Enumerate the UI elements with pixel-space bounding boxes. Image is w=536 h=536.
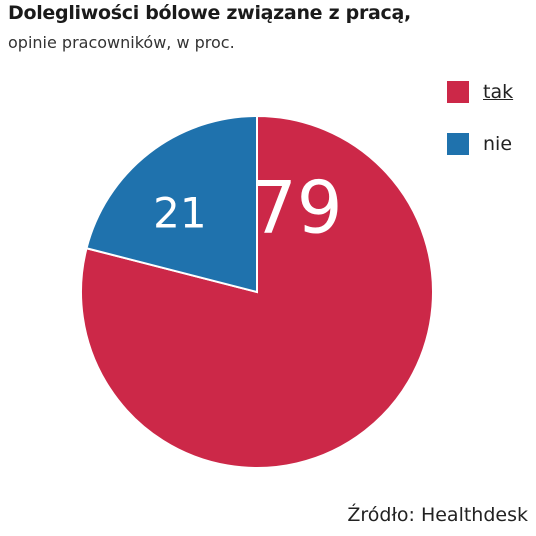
pie-label-nie: 21 [153, 188, 206, 237]
pie-slice-tak [80, 114, 434, 469]
legend-item-nie: nie [447, 130, 513, 158]
legend-label-tak: tak [483, 81, 514, 103]
chart-title: Dolegliwości bólowe związane z pracą, [8, 2, 411, 24]
pie-slices [80, 114, 434, 469]
pie-slice-nie [85, 114, 258, 294]
legend-swatch-tak [447, 81, 469, 103]
legend-label-nie: nie [483, 133, 513, 155]
legend-swatch-nie [447, 133, 469, 155]
pie-labels: 79 21 [153, 165, 342, 249]
legend: tak nie [447, 78, 513, 182]
pie-label-tak: 79 [251, 165, 343, 249]
legend-item-tak: tak [447, 78, 513, 106]
source-note: Źródło: Healthdesk [347, 504, 528, 526]
chart-subtitle: opinie pracowników, w proc. [8, 33, 235, 52]
